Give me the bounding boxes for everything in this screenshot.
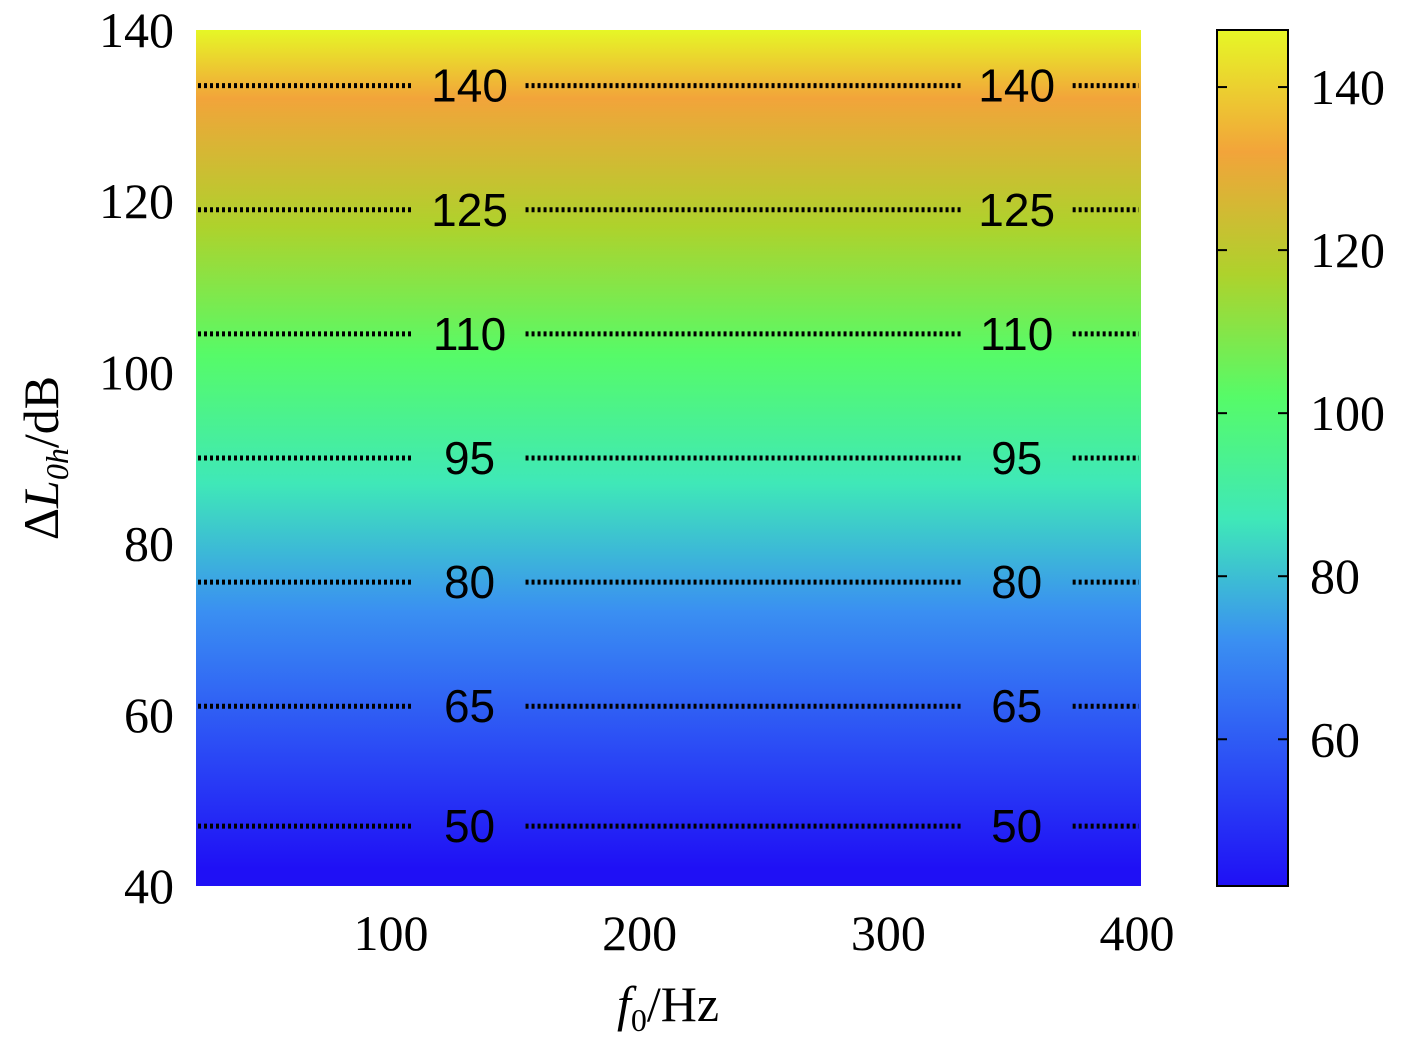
x-axis-label-sub: 0: [631, 1002, 647, 1038]
y-axis-label-var: L: [13, 480, 69, 509]
x-tick-label: 300: [851, 905, 926, 961]
x-axis-label: f0/Hz: [617, 976, 719, 1038]
colorbar-tick-label: 120: [1310, 222, 1385, 278]
x-tick-label: 100: [353, 905, 428, 961]
x-tick-label: 200: [602, 905, 677, 961]
contour-label: 65: [444, 680, 495, 732]
contour-label: 50: [991, 800, 1042, 852]
y-tick-label: 120: [99, 173, 174, 229]
x-axis-label-unit: /Hz: [647, 976, 719, 1032]
contour-label: 125: [978, 184, 1055, 236]
contour-label: 95: [444, 432, 495, 484]
contour-label: 95: [991, 432, 1042, 484]
contour-lines: 50 50 65 65 80 80 95 95 110 110 125 125 140 140: [198, 60, 1139, 852]
plot-area: [196, 30, 1141, 886]
contour-label: 110: [980, 308, 1053, 360]
y-tick-label: 40: [124, 858, 174, 914]
y-tick-label: 80: [124, 516, 174, 572]
y-tick-label: 100: [99, 344, 174, 400]
contour-label: 80: [991, 556, 1042, 608]
y-axis-label-unit: /dB: [13, 376, 69, 448]
y-axis-ticks: 40 60 80 100 120 140: [99, 2, 174, 914]
contour-label: 110: [433, 308, 506, 360]
colorbar-tick-label: 100: [1310, 385, 1385, 441]
contour-label: 140: [431, 60, 508, 112]
colorbar-tick-label: 140: [1310, 59, 1385, 115]
x-axis-ticks: 100 200 300 400: [353, 905, 1174, 961]
contour-label: 125: [431, 184, 508, 236]
contour-label: 80: [444, 556, 495, 608]
contour-label: 65: [991, 680, 1042, 732]
colorbar: [1216, 29, 1289, 887]
y-tick-label: 60: [124, 687, 174, 743]
colorbar-tick-label: 60: [1310, 711, 1360, 767]
y-axis-label-prefix: Δ: [13, 508, 69, 540]
y-axis-label-sub: 0h: [39, 448, 75, 480]
contour-label: 50: [444, 800, 495, 852]
contour-label: 140: [978, 60, 1055, 112]
y-axis-label: ΔL0h/dB: [13, 376, 75, 540]
colorbar-tick-label: 80: [1310, 548, 1360, 604]
colorbar-ticks: 60 80 100 120 140: [1217, 59, 1385, 767]
x-tick-label: 400: [1100, 905, 1175, 961]
y-tick-label: 140: [99, 2, 174, 58]
